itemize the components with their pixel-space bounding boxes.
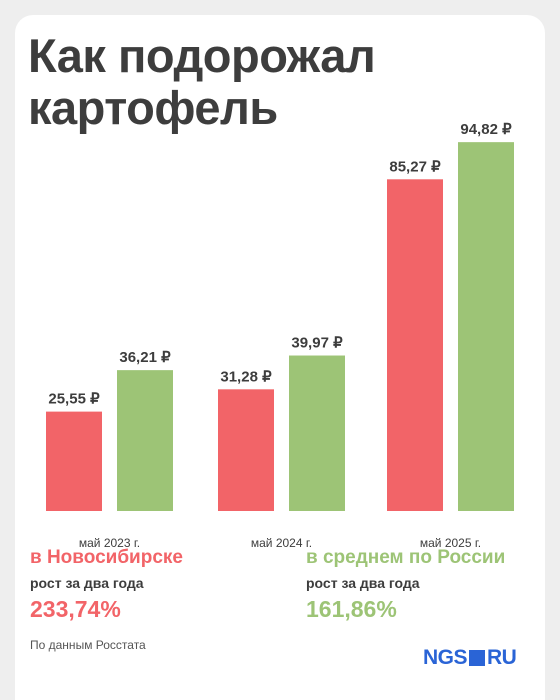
infographic-card — [15, 15, 545, 700]
bar-nsk-2 — [218, 389, 274, 511]
bar-label-nsk-1: 25,55 ₽ — [48, 391, 100, 408]
novosibirsk-growth-value: 233,74% — [30, 596, 121, 622]
source-note: По данным Росстата — [30, 638, 146, 652]
novosibirsk-region-label: в Новосибирске — [30, 547, 183, 568]
ngs-logo[interactable]: NGS RU — [423, 646, 517, 670]
category-label-3: май 2025 г. — [420, 536, 481, 550]
page-title: Как подорожал картофель — [28, 29, 376, 134]
novosibirsk-growth-label: рост за два года — [30, 575, 144, 591]
russia-stat: в среднем по России рост за два года 161… — [306, 547, 505, 622]
bar-label-rus-3: 94,82 ₽ — [460, 121, 512, 138]
bar-rus-2 — [289, 355, 345, 511]
bar-label-nsk-2: 31,28 ₽ — [220, 368, 272, 385]
bar-rus-3 — [458, 142, 514, 511]
logo-ru-text: RU — [487, 646, 517, 669]
bar-label-nsk-3: 85,27 ₽ — [389, 158, 441, 175]
title-line-1: Как подорожал — [28, 29, 376, 82]
bar-nsk-3 — [387, 179, 443, 512]
bar-rus-1 — [117, 370, 173, 511]
bar-label-rus-1: 36,21 ₽ — [119, 349, 171, 366]
title-line-2: картофель — [28, 81, 278, 134]
category-label-1: май 2023 г. — [79, 536, 140, 550]
russia-growth-value: 161,86% — [306, 596, 397, 622]
bar-label-rus-2: 39,97 ₽ — [291, 335, 343, 352]
logo-square-icon — [469, 650, 486, 666]
logo-ngs-text: NGS — [423, 646, 468, 669]
bar-nsk-1 — [46, 411, 102, 511]
novosibirsk-stat: в Новосибирске рост за два года 233,74% — [30, 547, 183, 622]
russia-growth-label: рост за два года — [306, 575, 420, 591]
category-label-2: май 2024 г. — [251, 536, 312, 550]
russia-region-label: в среднем по России — [306, 547, 506, 568]
